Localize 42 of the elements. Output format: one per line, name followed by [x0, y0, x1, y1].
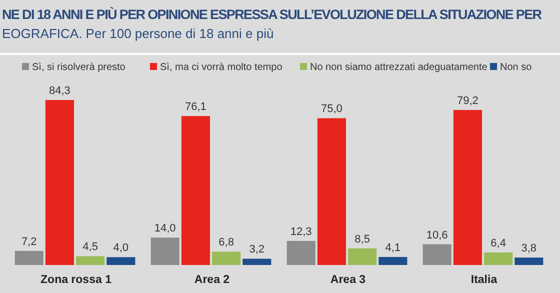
data-label: 6,4	[490, 237, 506, 250]
legend-label: Sì, si risolverà presto	[32, 62, 126, 73]
bar	[45, 100, 74, 265]
data-label: 75,0	[320, 103, 342, 116]
data-label: 4,5	[82, 241, 98, 254]
bar	[242, 258, 272, 265]
bar	[422, 244, 452, 265]
bar	[514, 258, 544, 265]
data-label: 3,8	[521, 242, 537, 255]
data-label: 6,8	[218, 236, 234, 249]
data-label: 76,1	[184, 101, 206, 114]
data-label: 7,2	[21, 236, 37, 248]
bar	[76, 256, 105, 265]
bar	[317, 118, 346, 265]
legend-label: No non siamo attrezzati adeguatamente	[310, 62, 488, 73]
data-label: 10,6	[426, 229, 448, 242]
data-label: 79,2	[456, 94, 478, 107]
data-label: 12,3	[290, 226, 312, 238]
x-tick-label: Area 3	[330, 274, 366, 286]
bar	[212, 252, 241, 265]
legend-label: Sì, ma ci vorrà molto tempo	[160, 62, 283, 73]
bar	[453, 110, 482, 265]
x-tick-label: Area 2	[194, 274, 230, 286]
data-label: 4,0	[113, 242, 129, 254]
bar	[484, 252, 513, 265]
bar	[14, 250, 44, 265]
bar	[378, 256, 408, 265]
data-label: 84,3	[48, 85, 70, 97]
bar	[106, 257, 136, 265]
data-label: 14,0	[154, 222, 176, 235]
data-label: 8,5	[354, 233, 370, 246]
data-label: 3,2	[249, 244, 265, 256]
chart-title: NE DI 18 ANNI E PIÙ PER OPINIONE ESPRESSA SULL’EVOLUZIONE DELLA SITUAZIONE PER	[2, 7, 542, 22]
x-tick-label: Zona rossa 1	[40, 274, 112, 286]
bar	[286, 240, 316, 265]
chart-subtitle: EOGRAFICA. Per 100 persone di 18 anni e più	[2, 26, 274, 41]
bar	[181, 116, 210, 265]
legend-label: Non so	[500, 62, 532, 73]
x-tick-label: Italia	[470, 274, 498, 286]
bar	[150, 238, 180, 265]
data-label: 4,1	[385, 242, 401, 254]
bar	[348, 248, 377, 265]
